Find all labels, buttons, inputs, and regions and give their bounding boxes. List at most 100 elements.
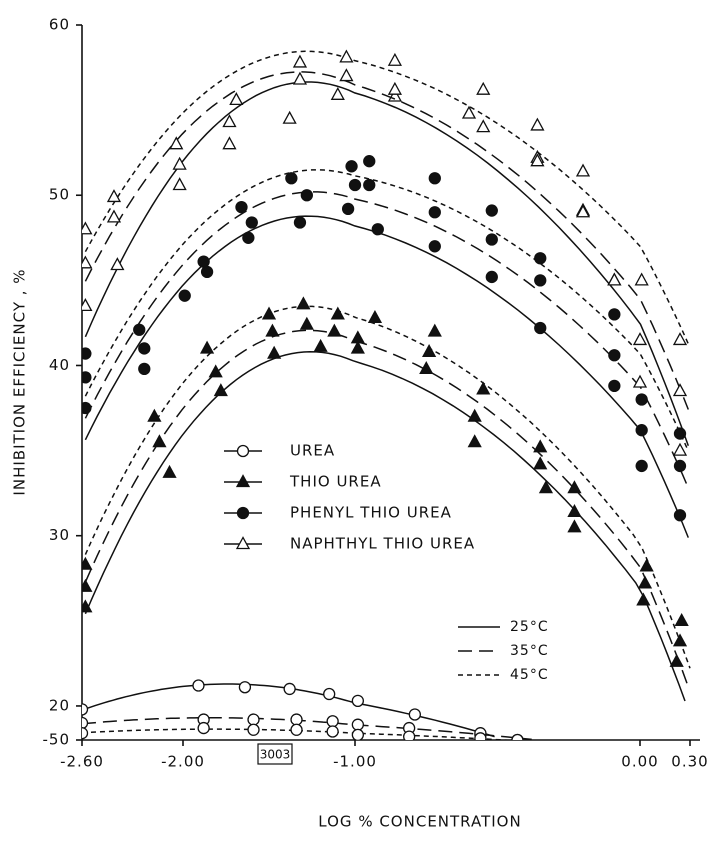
marker (639, 558, 654, 572)
marker (238, 681, 252, 694)
marker (222, 136, 237, 150)
marker (229, 92, 244, 106)
marker (200, 265, 214, 278)
marker (296, 296, 311, 310)
marker (282, 110, 297, 124)
marker (351, 694, 365, 707)
marker (673, 509, 687, 522)
marker (530, 153, 545, 167)
marker (299, 316, 314, 330)
marker (363, 155, 376, 168)
x-tick-label: -2.00 (161, 753, 205, 771)
marker (82, 347, 92, 360)
marker (387, 81, 402, 95)
marker (313, 338, 328, 352)
marker (208, 364, 223, 378)
fit-curve (84, 329, 690, 688)
fit-curve (84, 305, 691, 669)
marker (367, 309, 383, 323)
marker (348, 178, 362, 192)
marker (292, 54, 308, 68)
y-axis-title: INHIBITION EFFICIENCY , % (11, 268, 29, 495)
y-tick-label: -50 (43, 731, 71, 749)
marker (247, 723, 260, 736)
marker (422, 343, 437, 358)
marker (427, 323, 442, 337)
legend-label: PHENYL THIO UREA (290, 504, 452, 522)
marker (339, 49, 354, 63)
marker (82, 599, 93, 613)
fit-curve (84, 215, 689, 538)
marker (133, 323, 146, 336)
marker (672, 633, 688, 647)
marker (235, 201, 248, 214)
marker (635, 459, 648, 473)
marker (265, 323, 280, 337)
marker (428, 240, 441, 253)
marker (172, 177, 187, 191)
marker (608, 308, 621, 321)
marker (635, 393, 648, 406)
marker (245, 216, 258, 229)
marker (110, 257, 125, 271)
marker (634, 272, 649, 286)
marker (674, 612, 689, 626)
marker (178, 289, 191, 302)
marker (292, 71, 308, 85)
marker (326, 725, 339, 738)
marker (476, 381, 491, 395)
marker (387, 52, 402, 66)
fit-curve (84, 81, 690, 446)
marker (199, 340, 215, 354)
annotation: 3003 (260, 748, 291, 762)
marker (341, 202, 355, 216)
marker (530, 117, 545, 131)
annotation-box (257, 743, 293, 765)
fit-curve (82, 683, 495, 738)
marker (607, 272, 622, 286)
marker (222, 114, 237, 128)
marker (567, 519, 582, 533)
marker (82, 298, 93, 312)
legend-label: 45°C (510, 667, 549, 683)
marker (511, 733, 524, 740)
marker (672, 332, 688, 346)
marker (169, 136, 184, 150)
marker (350, 330, 365, 344)
x-axis-title: LOG % CONCENTRATION (318, 813, 521, 831)
marker (290, 713, 303, 726)
marker (534, 274, 547, 287)
marker (485, 270, 498, 284)
marker (192, 679, 205, 692)
marker (82, 255, 93, 269)
marker (637, 575, 653, 589)
marker (575, 204, 591, 218)
marker (632, 374, 648, 388)
marker (403, 730, 416, 740)
y-tick-label: 30 (49, 526, 70, 544)
marker (485, 233, 498, 246)
marker (408, 708, 422, 721)
marker (345, 160, 358, 173)
marker (106, 209, 122, 223)
marker (82, 221, 93, 235)
marker (138, 362, 151, 376)
marker (330, 86, 345, 100)
marker (283, 682, 296, 696)
marker (82, 556, 93, 570)
legend-label: THIO UREA (289, 473, 382, 491)
legend-label: UREA (290, 442, 335, 460)
marker (339, 68, 354, 82)
marker (467, 408, 482, 422)
marker (261, 306, 277, 320)
marker (533, 456, 548, 470)
x-tick-label: -1.00 (333, 753, 377, 771)
marker (533, 439, 548, 453)
marker (608, 379, 621, 393)
marker (461, 105, 477, 119)
marker (567, 480, 582, 494)
fit-curve (84, 169, 689, 452)
fit-curve (84, 350, 686, 702)
